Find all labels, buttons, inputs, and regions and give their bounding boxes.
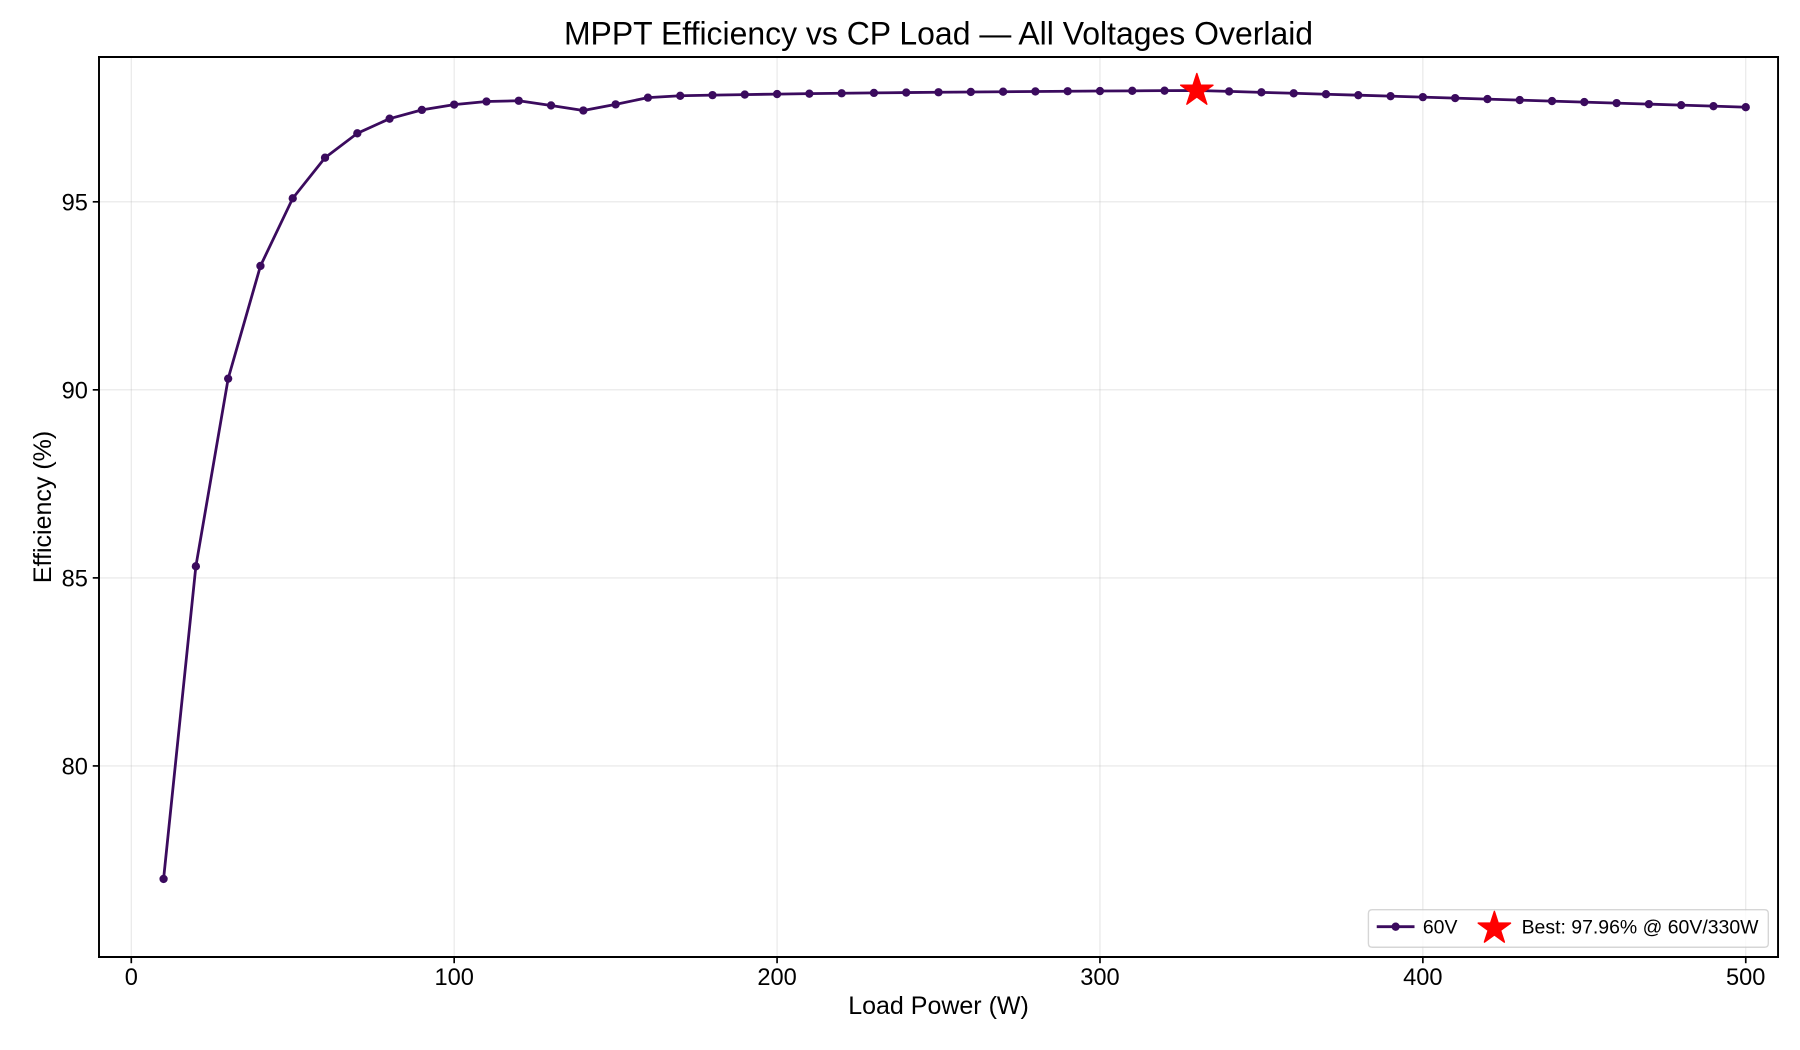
svg-text:MPPT Efficiency vs CP Load — A: MPPT Efficiency vs CP Load — All Voltage… [564, 16, 1313, 52]
svg-text:80: 80 [62, 754, 88, 780]
svg-text:400: 400 [1403, 965, 1442, 991]
svg-text:0: 0 [125, 965, 138, 991]
svg-text:60V: 60V [1423, 916, 1458, 938]
svg-text:200: 200 [757, 965, 796, 991]
svg-text:100: 100 [434, 965, 473, 991]
svg-text:Load Power (W): Load Power (W) [848, 992, 1029, 1020]
svg-text:Best: 97.96% @ 60V/330W: Best: 97.96% @ 60V/330W [1522, 916, 1760, 938]
svg-text:500: 500 [1726, 965, 1765, 991]
svg-text:Efficiency (%): Efficiency (%) [29, 431, 57, 583]
svg-text:90: 90 [62, 378, 88, 404]
svg-text:85: 85 [62, 566, 88, 592]
svg-text:95: 95 [62, 190, 88, 216]
svg-text:300: 300 [1080, 965, 1119, 991]
